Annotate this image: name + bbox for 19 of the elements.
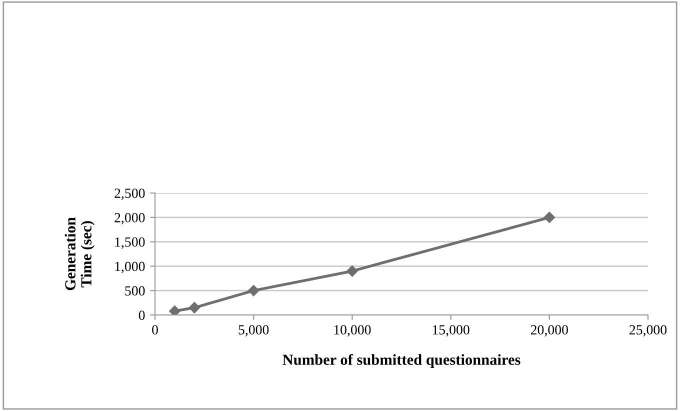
- y-tick-label: 2,000: [114, 212, 145, 224]
- y-tick-label: 0: [138, 310, 145, 320]
- x-tick-label: 25,000: [630, 325, 667, 336]
- x-axis-title: Number of submitted questionnaires: [282, 354, 520, 368]
- x-tick-label: 10,000: [334, 325, 371, 336]
- y-tick-label: 1,500: [115, 237, 145, 249]
- point: [346, 265, 358, 277]
- point: [544, 212, 556, 224]
- y-axis-title: Generation Time (sec): [64, 217, 95, 290]
- x-tick-label: 15,000: [432, 325, 470, 336]
- y-tick-label: 2,500: [114, 188, 145, 200]
- x-tick-label: 5,000: [238, 325, 269, 336]
- y-tick-label: 1,000: [115, 262, 145, 274]
- point: [169, 305, 180, 315]
- point: [248, 284, 260, 296]
- x-tick-label: 20,000: [530, 325, 568, 336]
- x-tick-label: 0: [152, 325, 158, 334]
- point: [188, 302, 200, 314]
- y-tick-label: 500: [125, 286, 145, 296]
